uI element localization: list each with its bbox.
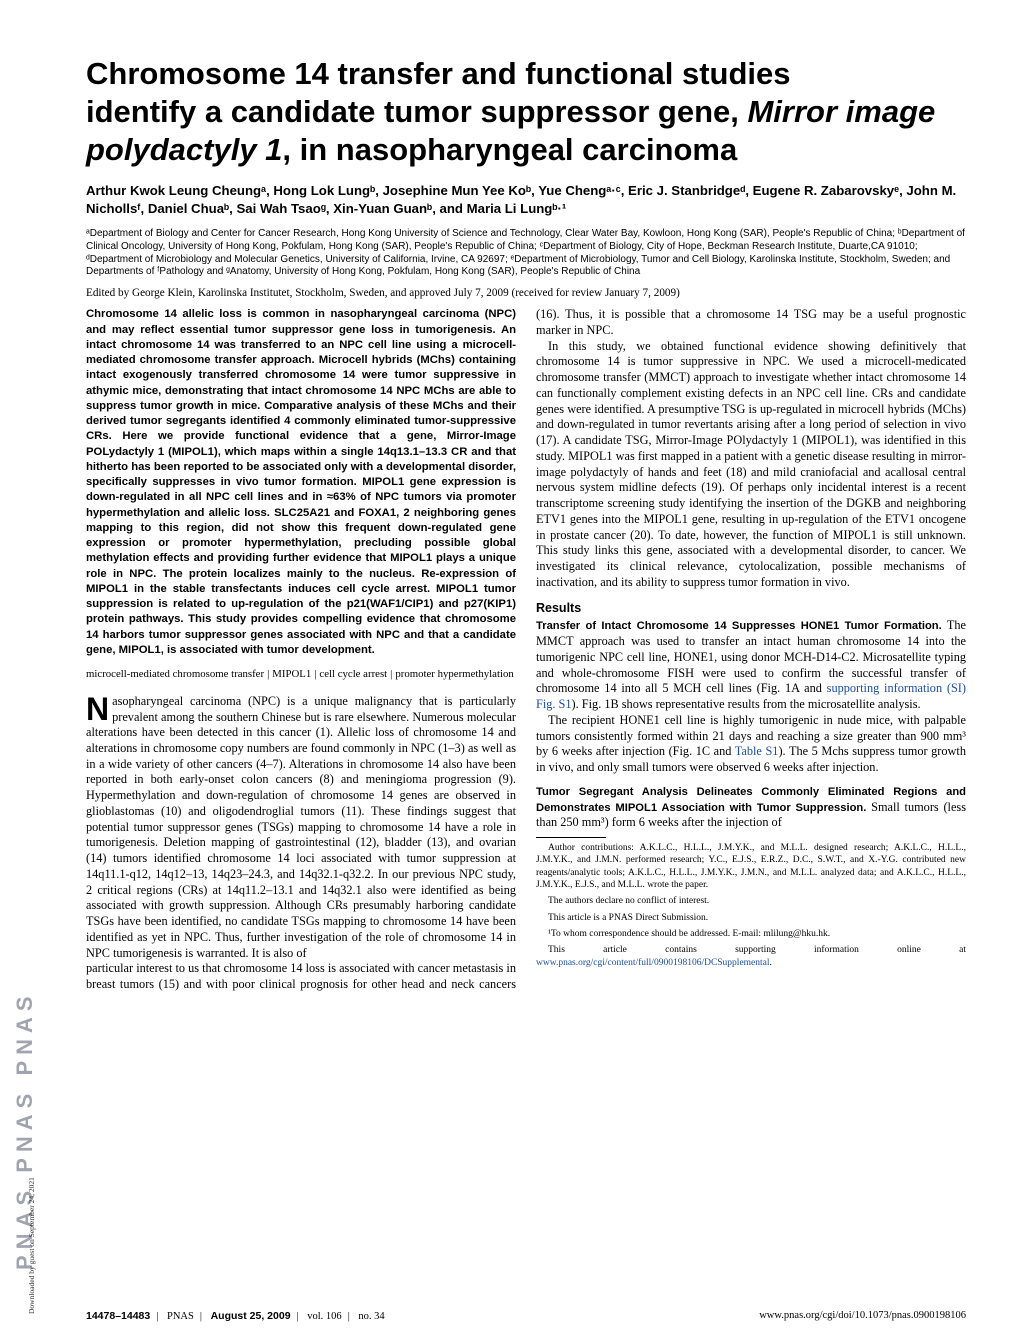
dropcap-letter: N — [86, 694, 112, 723]
footnote-rule — [536, 837, 606, 838]
affiliations: ᵃDepartment of Biology and Center for Ca… — [86, 228, 966, 279]
keyword-1: microcell-mediated chromosome transfer — [86, 668, 264, 680]
si-footnote-text-a: This article contains supporting informa… — [548, 945, 966, 955]
results-sub1-head: Transfer of Intact Chromosome 14 Suppres… — [536, 620, 942, 632]
footer-date: August 25, 2009 — [211, 1310, 291, 1322]
results-sub2-para: Tumor Segregant Analysis Delineates Comm… — [536, 784, 966, 831]
author-list: Arthur Kwok Leung Cheungᵃ, Hong Lok Lung… — [86, 182, 966, 218]
title-line-2b: , in nasopharyngeal carcinoma — [282, 132, 737, 167]
direct-submission: This article is a PNAS Direct Submission… — [536, 912, 966, 924]
author-contributions: Author contributions: A.K.L.C., H.L.L., … — [536, 842, 966, 891]
results-sub1-body-b: ). Fig. 1B shows representative results … — [572, 697, 921, 711]
intro-text: asopharyngeal carcinoma (NPC) is a uniqu… — [86, 694, 516, 960]
pnas-watermark-sidebar: PNAS PNAS PNAS — [12, 70, 54, 1270]
footnotes-block: Author contributions: A.K.L.C., H.L.L., … — [536, 842, 966, 969]
results-sub1-para2: The recipient HONE1 cell line is highly … — [536, 713, 966, 776]
conflict-statement: The authors declare no conflict of inter… — [536, 895, 966, 907]
col2-paragraph-2: In this study, we obtained functional ev… — [536, 339, 966, 591]
correspondence: ¹To whom correspondence should be addres… — [536, 928, 966, 940]
download-note: Downloaded by guest on September 24, 202… — [27, 1177, 36, 1314]
edited-by-line: Edited by George Klein, Karolinska Insti… — [86, 287, 966, 299]
title-line-1: Chromosome 14 transfer and functional st… — [86, 56, 791, 91]
keywords-line: microcell-mediated chromosome transfer|M… — [86, 668, 516, 682]
footer-vol: vol. 106 — [307, 1311, 341, 1322]
title-line-2a: identify a candidate tumor suppressor ge… — [86, 94, 747, 129]
page-footer: 14478–14483| PNAS| August 25, 2009| vol.… — [86, 1310, 966, 1322]
article-title: Chromosome 14 transfer and functional st… — [86, 55, 966, 168]
results-sub1-para: Transfer of Intact Chromosome 14 Suppres… — [536, 618, 966, 712]
footer-doi: www.pnas.org/cgi/doi/10.1073/pnas.090019… — [759, 1310, 966, 1322]
footer-journal: PNAS — [167, 1311, 194, 1322]
footer-left: 14478–14483| PNAS| August 25, 2009| vol.… — [86, 1310, 385, 1322]
si-footnote: This article contains supporting informa… — [536, 944, 966, 969]
results-heading: Results — [536, 600, 966, 616]
si-online-link[interactable]: www.pnas.org/cgi/content/full/0900198106… — [536, 958, 770, 968]
table-s1-link[interactable]: Table S1 — [735, 744, 779, 758]
si-footnote-text-b: . — [770, 958, 772, 968]
page-content: Chromosome 14 transfer and functional st… — [86, 55, 966, 993]
footer-no: no. 34 — [358, 1311, 384, 1322]
two-column-body: Chromosome 14 allelic loss is common in … — [86, 307, 966, 993]
keyword-4: promoter hypermethylation — [395, 668, 513, 680]
abstract-block: Chromosome 14 allelic loss is common in … — [86, 307, 516, 658]
intro-paragraph: Nasopharyngeal carcinoma (NPC) is a uniq… — [86, 694, 516, 961]
keyword-3: cell cycle arrest — [319, 668, 387, 680]
footer-pages: 14478–14483 — [86, 1310, 150, 1322]
keyword-2: MIPOL1 — [272, 668, 311, 680]
